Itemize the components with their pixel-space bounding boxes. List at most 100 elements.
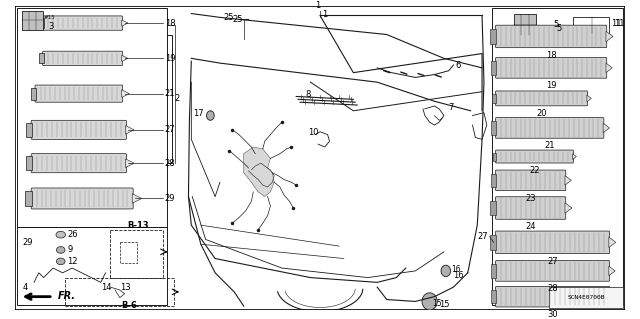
Text: 29: 29 (22, 238, 33, 247)
Polygon shape (122, 55, 128, 62)
Text: 21: 21 (164, 89, 175, 98)
FancyBboxPatch shape (43, 51, 123, 65)
Text: 10: 10 (308, 128, 319, 137)
Text: 4: 4 (22, 283, 28, 292)
Text: 11: 11 (611, 19, 621, 28)
Text: 5: 5 (554, 20, 559, 29)
Text: SCN4E0700B: SCN4E0700B (567, 295, 605, 300)
FancyBboxPatch shape (495, 150, 573, 163)
Polygon shape (565, 203, 572, 213)
FancyBboxPatch shape (495, 231, 609, 254)
FancyBboxPatch shape (495, 286, 609, 307)
Bar (548, 287, 623, 308)
Bar (22, 11, 43, 30)
Text: B-13: B-13 (127, 221, 149, 230)
Polygon shape (609, 292, 615, 301)
Bar (490, 235, 497, 250)
FancyBboxPatch shape (495, 118, 604, 138)
Bar (493, 152, 497, 160)
Text: FR.: FR. (58, 291, 76, 301)
Polygon shape (244, 147, 275, 197)
Bar (65, 278, 174, 306)
Bar (120, 242, 137, 263)
Ellipse shape (422, 293, 437, 310)
Text: 26: 26 (67, 230, 78, 239)
FancyBboxPatch shape (495, 91, 588, 106)
Text: 17: 17 (193, 109, 204, 118)
FancyBboxPatch shape (495, 261, 609, 281)
Bar (17, 8, 168, 227)
Bar (39, 53, 44, 63)
Polygon shape (132, 194, 141, 203)
FancyBboxPatch shape (495, 197, 566, 219)
Polygon shape (565, 175, 572, 185)
Ellipse shape (207, 111, 214, 120)
Polygon shape (587, 95, 591, 102)
Bar (26, 123, 32, 137)
Text: 14: 14 (100, 283, 111, 292)
Polygon shape (122, 90, 129, 97)
Text: 18: 18 (546, 51, 556, 60)
FancyBboxPatch shape (35, 85, 123, 102)
Text: 25: 25 (232, 15, 243, 25)
Text: 6: 6 (455, 61, 461, 70)
Bar (491, 290, 497, 303)
Ellipse shape (56, 231, 65, 238)
Text: 24: 24 (525, 222, 536, 231)
Bar (491, 174, 497, 187)
Text: 27: 27 (477, 232, 488, 241)
Text: 1: 1 (316, 1, 321, 10)
Ellipse shape (56, 258, 65, 265)
Text: 22: 22 (529, 166, 540, 175)
Text: 19: 19 (164, 54, 175, 63)
Text: 15: 15 (433, 299, 442, 308)
Text: 16: 16 (452, 264, 461, 273)
Text: 5: 5 (556, 24, 562, 33)
FancyBboxPatch shape (495, 25, 607, 48)
Bar (492, 94, 497, 103)
Polygon shape (573, 154, 577, 160)
Text: 30: 30 (547, 310, 558, 319)
Polygon shape (125, 126, 134, 134)
Bar (490, 201, 497, 215)
Polygon shape (609, 237, 616, 248)
Polygon shape (603, 123, 609, 133)
FancyBboxPatch shape (495, 170, 566, 191)
FancyBboxPatch shape (495, 58, 607, 78)
Bar (39, 18, 44, 28)
Text: 1: 1 (322, 10, 327, 19)
Bar (17, 227, 168, 305)
Text: 18: 18 (164, 19, 175, 27)
Text: 25: 25 (224, 13, 234, 22)
Bar (491, 264, 497, 278)
Text: B-6: B-6 (122, 301, 138, 310)
Bar (110, 230, 163, 278)
FancyBboxPatch shape (31, 120, 127, 139)
Text: 23: 23 (525, 194, 536, 203)
Text: 13: 13 (120, 283, 131, 292)
FancyBboxPatch shape (31, 188, 133, 209)
Polygon shape (609, 266, 615, 276)
Text: 27: 27 (547, 256, 558, 266)
Polygon shape (125, 159, 134, 167)
Bar (490, 29, 497, 44)
Text: 3: 3 (49, 22, 54, 31)
Bar (26, 191, 32, 206)
Text: 27: 27 (164, 125, 175, 134)
Text: 11: 11 (614, 19, 625, 28)
Polygon shape (606, 31, 613, 42)
Text: 21: 21 (545, 141, 555, 150)
Text: 19: 19 (546, 81, 556, 90)
Text: 9: 9 (67, 245, 73, 255)
Text: 29: 29 (164, 194, 175, 203)
Ellipse shape (441, 265, 451, 277)
Polygon shape (122, 20, 128, 26)
Text: 15: 15 (439, 300, 450, 308)
Text: 28: 28 (164, 159, 175, 168)
Ellipse shape (56, 247, 65, 253)
Text: 7: 7 (449, 103, 454, 112)
Text: 16: 16 (454, 271, 464, 280)
Text: 12: 12 (67, 257, 78, 266)
Bar (26, 156, 32, 170)
Bar (491, 121, 497, 135)
